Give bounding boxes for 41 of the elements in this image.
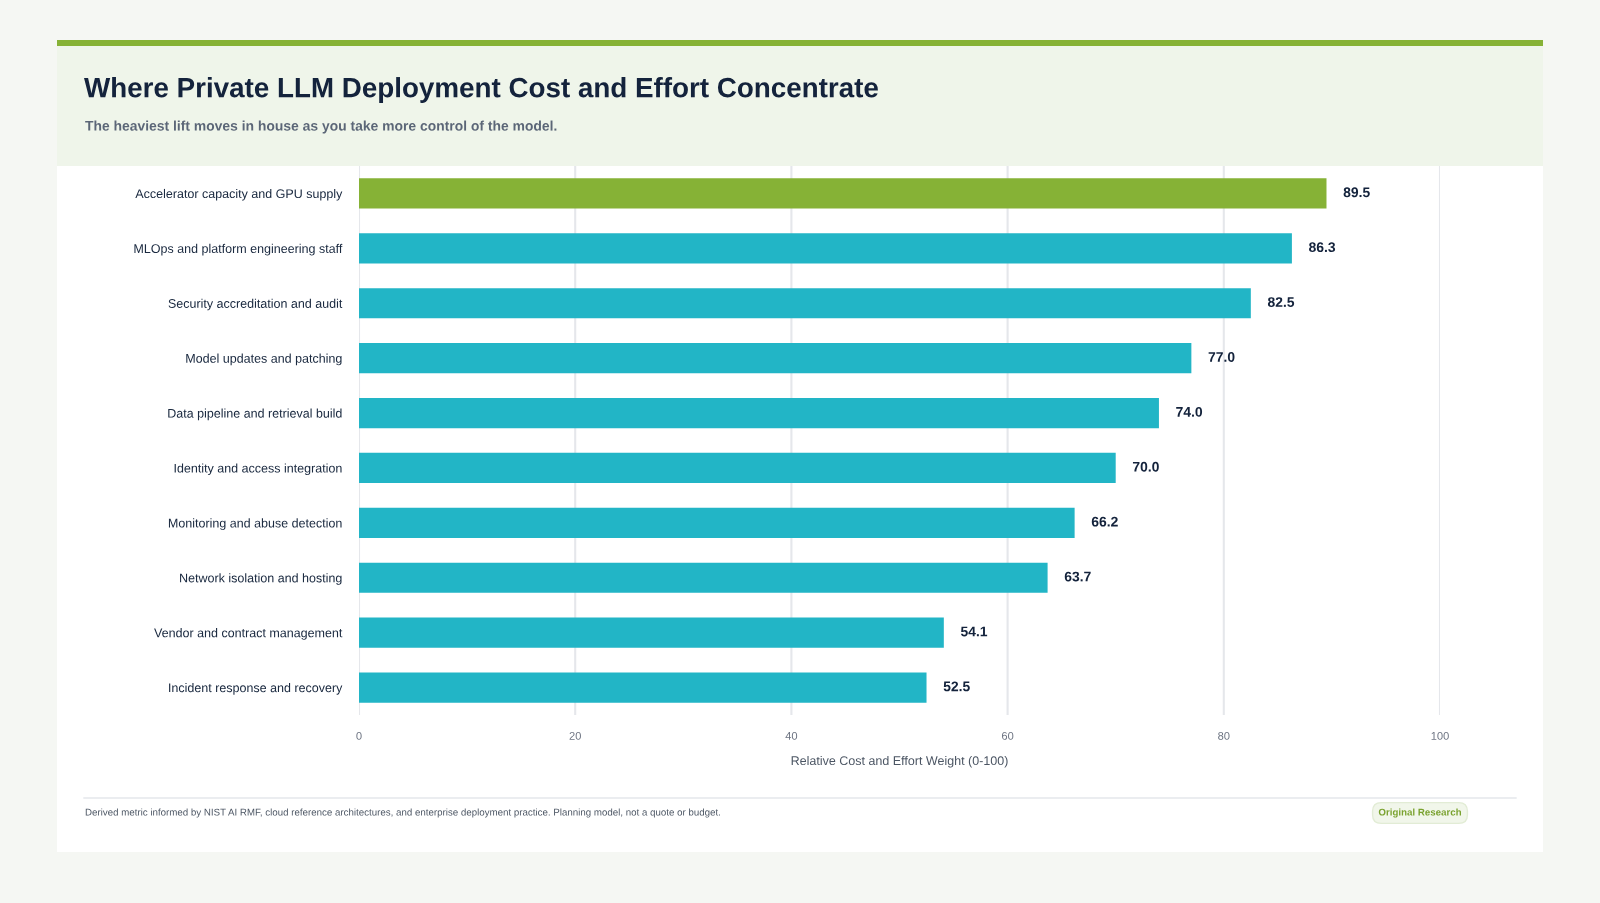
bar bbox=[359, 452, 1116, 484]
bar bbox=[359, 233, 1292, 264]
data-label: 52.5 bbox=[943, 681, 970, 692]
y-tick-label: Accelerator capacity and GPU supply bbox=[135, 188, 343, 201]
y-tick-label: Network isolation and hosting bbox=[180, 573, 342, 585]
bar bbox=[359, 672, 927, 703]
bar bbox=[359, 288, 1251, 319]
y-tick-label: Model updates and patching bbox=[186, 353, 342, 366]
y-tick-label: Data pipeline and retrieval build bbox=[168, 408, 342, 421]
bar bbox=[359, 343, 1192, 374]
x-tick-label: 40 bbox=[785, 731, 798, 740]
y-tick-label: Security accreditation and audit bbox=[168, 298, 343, 311]
bar bbox=[359, 507, 1075, 538]
data-label: 77.0 bbox=[1208, 352, 1235, 362]
bar bbox=[359, 562, 1048, 593]
data-label: 82.5 bbox=[1267, 297, 1295, 307]
data-label: 63.7 bbox=[1064, 571, 1091, 582]
y-tick-label: Monitoring and abuse detection bbox=[168, 518, 342, 530]
data-label: 70.0 bbox=[1132, 461, 1159, 472]
data-label: 54.1 bbox=[960, 626, 988, 637]
bar bbox=[359, 397, 1159, 429]
x-tick-label: 80 bbox=[1218, 731, 1230, 740]
text: Derived metric informed by NIST AI RMF, cloud reference architectures, and enterprise deployment practice. Planning model, not a quote or budget. bbox=[85, 808, 720, 818]
x-tick-label: 0 bbox=[356, 731, 362, 740]
data-label: 86.3 bbox=[1309, 242, 1336, 253]
y-tick-label: MLOps and platform engineering staff bbox=[134, 243, 343, 256]
y-tick-label: Identity and access integration bbox=[174, 463, 342, 476]
y-tick-label: Vendor and contract management bbox=[154, 628, 343, 640]
x-tick-label: 20 bbox=[569, 731, 581, 740]
chart-subtitle: The heaviest lift moves in house as you take more control of the model. bbox=[85, 120, 557, 134]
text: Original Research bbox=[1378, 808, 1462, 818]
x-axis-title: Relative Cost and Effort Weight (0-100) bbox=[791, 755, 1008, 768]
chart-title: Where Private LLM Deployment Cost and Effort Concentrate bbox=[84, 77, 878, 103]
x-tick-label: 100 bbox=[1431, 731, 1449, 740]
x-tick-label: 60 bbox=[1001, 731, 1014, 740]
data-label: 89.5 bbox=[1343, 187, 1370, 198]
y-tick-label: Incident response and recovery bbox=[169, 683, 343, 695]
bar bbox=[359, 178, 1327, 209]
data-label: 74.0 bbox=[1176, 406, 1203, 417]
bar bbox=[359, 617, 944, 648]
data-label: 66.2 bbox=[1091, 516, 1118, 527]
